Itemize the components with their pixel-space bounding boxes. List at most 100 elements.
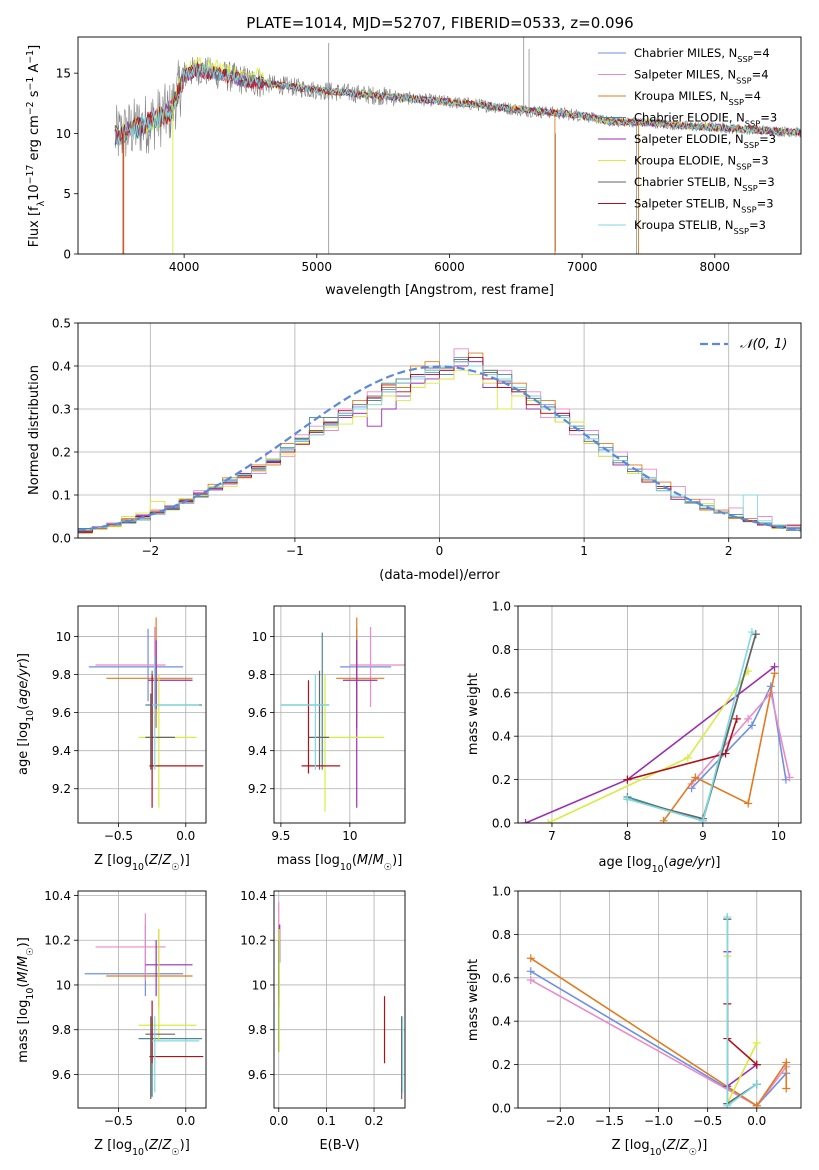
x-tick-label: 5000 xyxy=(302,260,333,274)
plus-marker xyxy=(623,775,632,784)
plus-marker xyxy=(683,753,692,762)
data-layer xyxy=(521,628,794,823)
y-tick-label: 10 xyxy=(56,630,71,644)
plus-marker xyxy=(752,1101,761,1108)
y-tick-label: 9.4 xyxy=(248,744,267,758)
data-layer xyxy=(88,617,204,808)
y-tick-label: 0.0 xyxy=(52,532,71,546)
plus-marker xyxy=(770,662,779,671)
ticks: 4000 5000 6000 7000 8000 0 5 10 15 xyxy=(56,67,730,274)
ticks: −2.0 −1.5 −1.0 −0.5 0.0 0.0 0.2 0.4 0.6 0.8 1.0 xyxy=(492,885,766,1129)
ticks: −2 −1 0 1 2 0.0 0.1 0.2 0.3 0.4 0.5 xyxy=(52,317,733,559)
axes-frame xyxy=(77,36,802,255)
grid xyxy=(274,606,405,823)
y-tick-label: 9.6 xyxy=(248,1068,267,1082)
x-tick-label: 0.0 xyxy=(176,829,195,843)
axes-frame xyxy=(77,890,207,1109)
y-axis-label: mass weight xyxy=(466,959,481,1041)
plus-marker xyxy=(691,773,700,782)
series-line xyxy=(544,667,753,823)
legend-label: Salpeter MILES, NSSP=4 xyxy=(634,68,769,86)
x-axis-label: age [log10(age/yr)] xyxy=(598,855,720,875)
x-tick-label: −2 xyxy=(141,544,159,558)
plus-marker xyxy=(526,967,535,976)
series-line xyxy=(623,714,741,784)
plus-marker xyxy=(752,1060,761,1069)
data-layer xyxy=(278,902,404,1100)
series-line xyxy=(723,913,761,1108)
y-tick-label: 0.2 xyxy=(492,1058,511,1072)
y-tick-label: 9.2 xyxy=(52,782,71,796)
errorbar-point xyxy=(149,674,204,808)
y-tick-label: 10 xyxy=(56,127,71,141)
y-tick-label: 0.1 xyxy=(52,489,71,503)
y-tick-label: 9.8 xyxy=(248,1023,267,1037)
y-tick-label: 0 xyxy=(63,248,71,262)
x-axis-label: Z [log10(Z/Z☉)] xyxy=(94,853,190,873)
x-tick-label: −1.5 xyxy=(595,1114,624,1128)
errorbar-point xyxy=(152,1016,200,1093)
plus-marker xyxy=(732,714,741,723)
plus-marker xyxy=(721,749,730,758)
legend: Chabrier MILES, NSSP=4 Salpeter MILES, NS… xyxy=(598,46,777,236)
x-tick-label: 8000 xyxy=(699,260,730,274)
series-line xyxy=(526,954,791,1108)
x-tick-label: −0.5 xyxy=(104,829,133,843)
axes-frame xyxy=(273,605,406,824)
plus-marker xyxy=(521,819,530,823)
x-axis-label: (data-model)/error xyxy=(379,568,500,583)
y-tick-label: 0.0 xyxy=(492,1102,511,1116)
grid xyxy=(78,891,206,1108)
y-tick-label: 9.8 xyxy=(52,1023,71,1037)
axes-age-vs-mass: 9.5 10 9.2 9.4 9.6 9.8 10 mass [log10(M/M☉)] xyxy=(248,605,406,873)
figure-title: PLATE=1014, MJD=52707, FIBERID=0533, z=0… xyxy=(246,14,633,32)
axes-residuals: −2 −1 0 1 2 0.0 0.1 0.2 0.3 0.4 0.5 (data-model)/er… xyxy=(27,317,802,583)
weight-line xyxy=(663,673,776,822)
y-axis-label: mass [log10(M/M☉)] xyxy=(16,937,36,1063)
axes-frame xyxy=(517,605,802,824)
errorbar-point xyxy=(149,1000,204,1064)
axes-mass-vs-Z: −0.5 0.0 9.6 9.8 10 10.2 10.4 Z [log10(Z/Z☉)] ma… xyxy=(16,889,207,1158)
y-tick-label: 10.2 xyxy=(44,934,71,948)
x-tick-label: 9 xyxy=(699,829,707,843)
plus-marker xyxy=(752,1080,761,1089)
axes-frame xyxy=(273,890,406,1109)
plus-marker xyxy=(723,1101,732,1108)
plus-marker xyxy=(544,819,553,823)
x-tick-label: 0.0 xyxy=(176,1114,195,1128)
errorbar-point xyxy=(342,640,378,808)
y-tick-label: 9.8 xyxy=(248,668,267,682)
x-tick-label: 10 xyxy=(342,829,357,843)
x-tick-label: 7000 xyxy=(567,260,598,274)
axes-frame xyxy=(517,890,802,1109)
errorbar-point xyxy=(152,655,200,770)
plus-marker xyxy=(526,954,535,963)
legend-label: Kroupa ELODIE, NSSP=3 xyxy=(634,154,769,172)
y-tick-label: 0.4 xyxy=(52,360,71,374)
ticks: 9.5 10 9.2 9.4 9.6 9.8 10 xyxy=(248,630,358,843)
axes-age-vs-Z: −0.5 0.0 9.2 9.4 9.6 9.8 10 Z [log10(Z/Z☉)] age … xyxy=(16,605,207,873)
ticks: 7 8 9 10 0.0 0.2 0.4 0.6 0.8 1.0 xyxy=(492,600,786,844)
errorbar-point xyxy=(308,670,330,770)
y-tick-label: 10.4 xyxy=(44,889,71,903)
plus-marker xyxy=(723,913,732,922)
y-axis-label: Normed distribution xyxy=(27,365,42,495)
y-axis-label: mass weight xyxy=(466,673,481,755)
data-layer xyxy=(78,348,801,538)
errorbar-point xyxy=(95,913,166,981)
plus-marker xyxy=(744,799,753,808)
x-tick-label: 6000 xyxy=(434,260,465,274)
data-layer xyxy=(280,617,405,812)
data-layer xyxy=(114,37,801,254)
x-tick-label: 8 xyxy=(624,829,632,843)
plus-marker xyxy=(782,1058,791,1067)
x-tick-label: 10 xyxy=(771,829,786,843)
x-axis-label: E(B-V) xyxy=(319,1138,359,1153)
y-tick-label: 0.6 xyxy=(492,971,511,985)
y-tick-label: 10.2 xyxy=(240,934,267,948)
y-tick-label: 0.4 xyxy=(492,1015,511,1029)
y-tick-label: 0.4 xyxy=(492,730,511,744)
